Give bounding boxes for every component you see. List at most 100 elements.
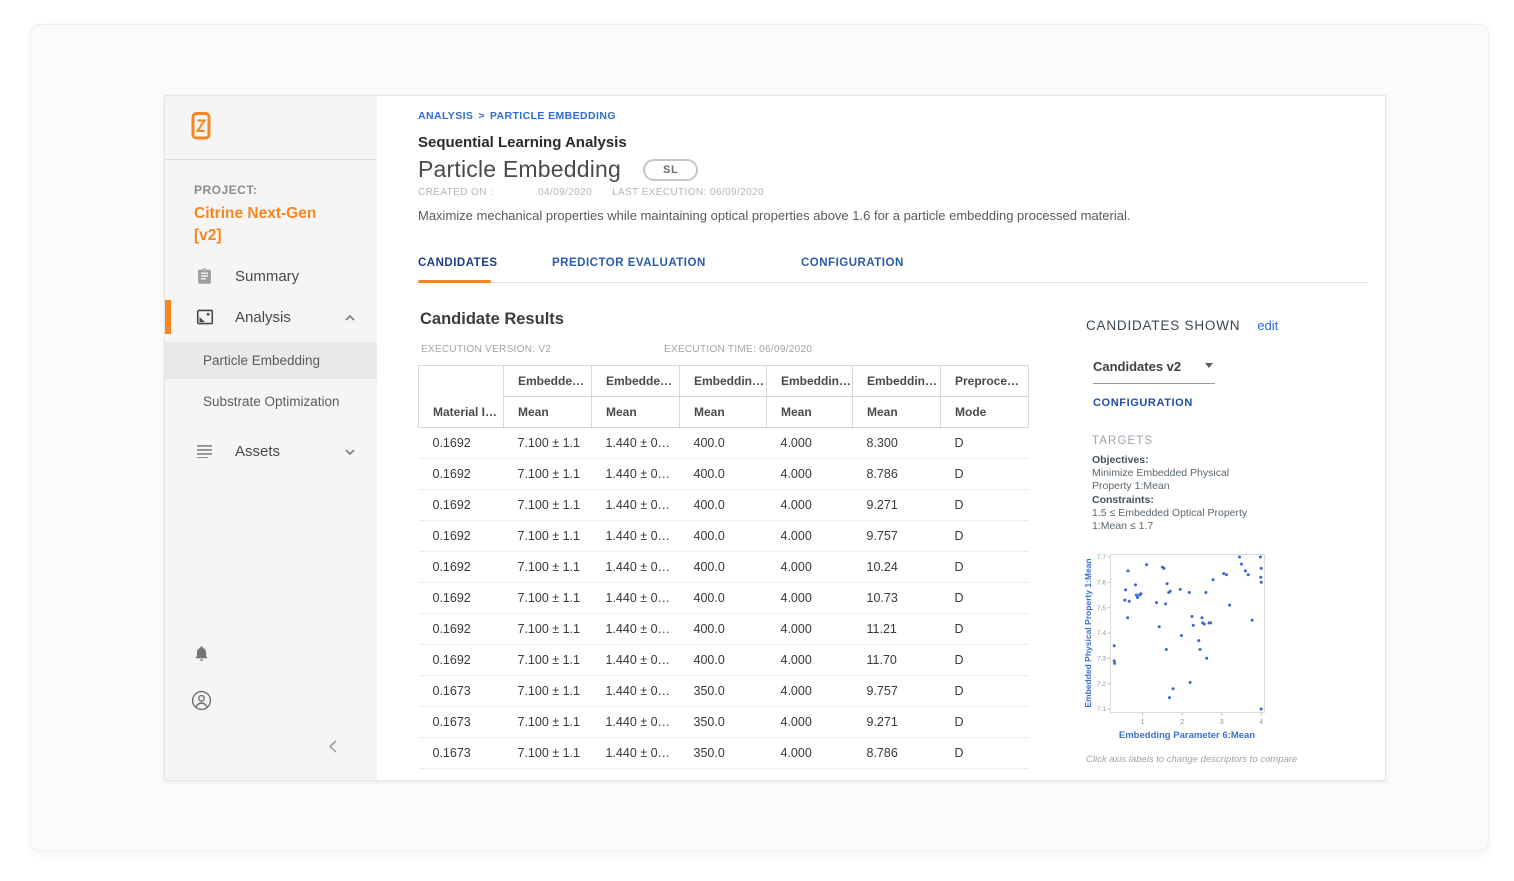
project-name[interactable]: Citrine Next-Gen [v2]: [194, 205, 317, 244]
breadcrumb-current[interactable]: PARTICLE EMBEDDING: [489, 110, 616, 122]
table-cell: 8.786: [866, 467, 898, 481]
table-cell: 4.000: [780, 529, 812, 543]
col-header-material-id: Material I…: [418, 365, 504, 428]
table-cell: D: [954, 560, 964, 574]
svg-text:7.7: 7.7: [1097, 554, 1106, 561]
table-cell: 350.0: [693, 684, 725, 698]
table-row[interactable]: 0.1692 7.100 ± 1.1 1.440 ± 0… 400.0 4.000 10.…: [418, 583, 1029, 614]
table-cell: 11.21: [866, 622, 897, 636]
svg-text:7.3: 7.3: [1097, 656, 1106, 663]
svg-text:3: 3: [1220, 719, 1224, 726]
tabs-divider: [418, 282, 1368, 283]
table-row[interactable]: 0.1692 7.100 ± 1.1 1.440 ± 0… 400.0 4.000 8.3…: [418, 428, 1029, 459]
table-cell: 400.0: [693, 591, 725, 605]
sidebar-subitem-particle-embedding[interactable]: Particle Embedding: [165, 342, 377, 379]
breadcrumb: ANALYSIS > PARTICLE EMBEDDING: [418, 110, 616, 122]
table-cell: 0.1692: [432, 498, 471, 512]
table-row[interactable]: 0.1673 7.100 ± 1.1 1.440 ± 0… 350.0 4.000 9.2…: [418, 707, 1029, 738]
edit-link[interactable]: edit: [1257, 318, 1279, 333]
table-cell: 1.440 ± 0…: [605, 715, 671, 729]
svg-text:1: 1: [1141, 719, 1145, 726]
table-cell: 400.0: [693, 560, 725, 574]
col-header-sub-4: Mean: [852, 396, 941, 428]
analysis-description: Maximize mechanical properties while mai…: [418, 208, 1131, 223]
table-cell: D: [954, 529, 964, 543]
table-cell: D: [954, 746, 964, 760]
analysis-chart-icon: [196, 309, 214, 325]
table-cell: 7.100 ± 1.1: [517, 622, 580, 636]
col-header-top-3: Embeddin…: [766, 365, 853, 397]
chevron-up-icon: [345, 308, 355, 326]
candidates-version-dropdown[interactable]: Candidates v2: [1093, 358, 1215, 384]
table-row[interactable]: 0.1692 7.100 ± 1.1 1.440 ± 0… 400.0 4.000 11.…: [418, 645, 1029, 676]
x-axis-label[interactable]: Embedding Parameter 6:Mean: [1119, 730, 1255, 741]
svg-text:7.2: 7.2: [1097, 681, 1106, 688]
account-user-icon[interactable]: [191, 690, 212, 716]
table-cell: 1.440 ± 0…: [605, 622, 671, 636]
breadcrumb-analysis-link[interactable]: ANALYSIS: [418, 110, 474, 122]
candidates-table: Material I… Embedde… Embedde… Embeddin… Embe…: [418, 365, 1029, 769]
sidebar: PROJECT: Citrine Next-Gen [v2] Summary: [165, 96, 377, 780]
col-header-top-4: Embeddin…: [852, 365, 941, 397]
col-header-top-0: Embedde…: [503, 365, 592, 397]
y-axis-label[interactable]: Embedded Physical Property 1:Mean: [1083, 558, 1093, 707]
table-cell: 0.1692: [432, 529, 471, 543]
table-row[interactable]: 0.1692 7.100 ± 1.1 1.440 ± 0… 400.0 4.000 10.…: [418, 552, 1029, 583]
table-row[interactable]: 0.1692 7.100 ± 1.1 1.440 ± 0… 400.0 4.000 9.2…: [418, 490, 1029, 521]
table-cell: 9.271: [866, 715, 898, 729]
table-cell: 7.100 ± 1.1: [517, 529, 580, 543]
active-tab-indicator: [418, 280, 491, 283]
objectives-label: Objectives:: [1092, 454, 1149, 466]
col-header-sub-5: Mode: [940, 396, 1029, 428]
table-cell: 7.100 ± 1.1: [517, 436, 580, 450]
col-header-top-2: Embeddin…: [679, 365, 767, 397]
table-row[interactable]: 0.1692 7.100 ± 1.1 1.440 ± 0… 400.0 4.000 9.7…: [418, 521, 1029, 552]
table-cell: 1.440 ± 0…: [605, 746, 671, 760]
table-cell: 0.1692: [432, 467, 471, 481]
table-cell: 1.440 ± 0…: [605, 653, 671, 667]
x-axis-ticks: 1 2 3 4: [1141, 712, 1263, 726]
table-cell: 1.440 ± 0…: [605, 529, 671, 543]
table-cell: 0.1673: [432, 684, 471, 698]
table-cell: D: [954, 715, 964, 729]
sidebar-item-analysis[interactable]: Analysis: [165, 296, 377, 338]
tab-configuration[interactable]: CONFIGURATION: [801, 257, 904, 269]
table-row[interactable]: 0.1673 7.100 ± 1.1 1.440 ± 0… 350.0 4.000 9.7…: [418, 676, 1029, 707]
constraints-label: Constraints:: [1092, 494, 1154, 506]
table-row[interactable]: 0.1692 7.100 ± 1.1 1.440 ± 0… 400.0 4.000 8.7…: [418, 459, 1029, 490]
sidebar-item-label: Assets: [235, 442, 281, 460]
sidebar-item-assets[interactable]: Assets: [165, 430, 377, 472]
constraints-text: 1.5 ≤ Embedded Optical Property 1:Mean ≤…: [1092, 507, 1248, 533]
table-cell: 1.440 ± 0…: [605, 467, 671, 481]
execution-meta: EXECUTION VERSION: V2 EXECUTION TIME: 06…: [421, 344, 812, 355]
svg-text:2: 2: [1180, 719, 1184, 726]
sidebar-subitem-substrate-optimization[interactable]: Substrate Optimization: [165, 383, 377, 420]
tab-candidates[interactable]: CANDIDATES: [418, 257, 498, 269]
table-row[interactable]: 0.1673 7.100 ± 1.1 1.440 ± 0… 350.0 4.000 8.7…: [418, 738, 1029, 769]
sidebar-item-summary[interactable]: Summary: [165, 255, 377, 297]
tab-predictor-evaluation[interactable]: PREDICTOR EVALUATION: [552, 257, 706, 269]
chart-note: Click axis labels to change descriptors …: [1086, 754, 1298, 765]
col-header-sub-2: Mean: [679, 396, 767, 428]
table-cell: 0.1692: [432, 591, 471, 605]
table-cell: D: [954, 591, 964, 605]
table-cell: 8.300: [866, 436, 898, 450]
configuration-link[interactable]: CONFIGURATION: [1093, 397, 1193, 409]
notifications-bell-icon[interactable]: [193, 644, 210, 668]
table-cell: 11.70: [866, 653, 897, 667]
table-cell: 0.1692: [432, 653, 471, 667]
page-title: Particle Embedding: [418, 156, 622, 182]
citrine-logo-icon[interactable]: [191, 112, 212, 145]
plot-frame: [1110, 554, 1265, 713]
svg-text:7.1: 7.1: [1097, 706, 1106, 713]
results-heading: Candidate Results: [420, 310, 564, 328]
table-cell: 4.000: [780, 467, 812, 481]
sidebar-item-label: Summary: [235, 267, 300, 285]
table-cell: D: [954, 653, 964, 667]
table-cell: 10.24: [866, 560, 898, 574]
sidebar-collapse-icon[interactable]: [325, 736, 341, 762]
table-cell: 4.000: [780, 746, 812, 760]
table-row[interactable]: 0.1692 7.100 ± 1.1 1.440 ± 0… 400.0 4.000 11.…: [418, 614, 1029, 645]
table-cell: 400.0: [693, 529, 725, 543]
col-header-sub-3: Mean: [766, 396, 853, 428]
